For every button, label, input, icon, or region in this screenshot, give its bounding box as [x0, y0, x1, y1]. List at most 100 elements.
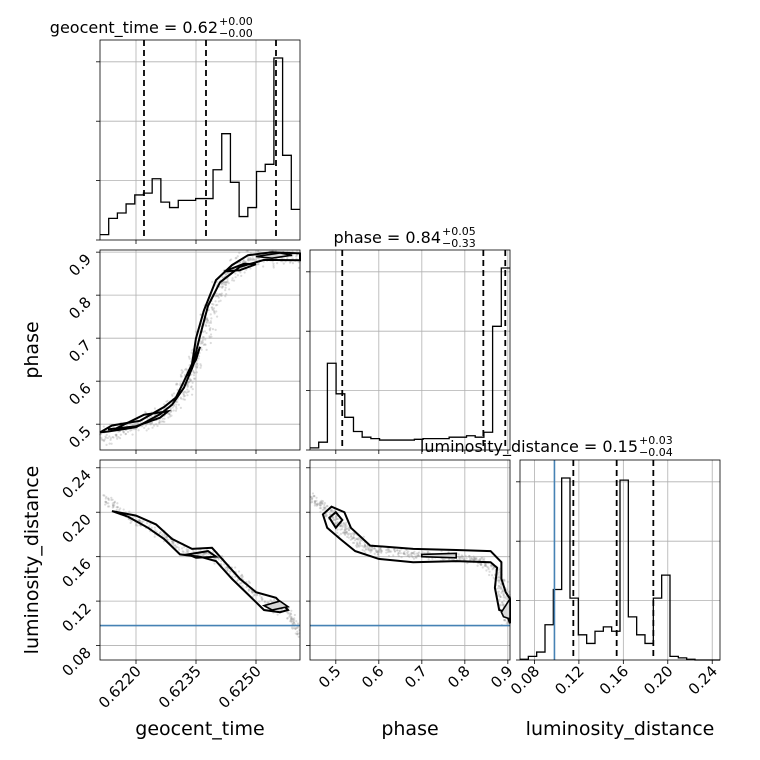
sample-point — [364, 548, 367, 551]
sample-point — [187, 548, 190, 552]
sample-point — [363, 544, 367, 548]
sample-point — [344, 528, 347, 531]
sample-point — [238, 582, 241, 585]
sample-point — [102, 425, 105, 428]
sample-point — [367, 548, 370, 551]
sample-point — [473, 558, 476, 561]
sample-point — [319, 501, 322, 504]
sample-point — [234, 566, 237, 569]
sample-point — [158, 420, 161, 423]
sample-point — [336, 521, 339, 525]
sample-point — [185, 548, 188, 551]
sample-point — [320, 500, 323, 503]
sample-point — [467, 554, 471, 558]
sample-point — [116, 506, 119, 509]
sample-point — [131, 433, 134, 436]
sample-point — [373, 547, 376, 550]
sample-point — [344, 533, 347, 537]
sample-point — [202, 343, 205, 346]
sample-point — [321, 500, 325, 503]
sample-point — [313, 501, 316, 504]
sample-point — [501, 588, 504, 592]
sample-point — [183, 391, 186, 394]
sample-point — [357, 536, 360, 539]
sample-point — [358, 541, 361, 545]
sample-point — [473, 557, 476, 561]
sample-point — [209, 326, 212, 330]
sample-point — [189, 379, 192, 382]
sample-point — [217, 558, 220, 561]
sample-point — [373, 552, 376, 555]
sample-point — [208, 329, 212, 332]
sample-point — [490, 574, 494, 577]
sample-point — [251, 257, 254, 260]
sample-point — [501, 603, 504, 606]
sample-point — [355, 537, 358, 541]
sample-point — [286, 612, 290, 615]
sample-point — [144, 424, 147, 427]
sample-point — [289, 612, 292, 615]
sample-point — [503, 578, 506, 582]
sample-point — [385, 548, 388, 552]
sample-point — [208, 321, 211, 324]
sample-point — [205, 321, 209, 324]
sample-point — [276, 613, 279, 616]
sample-point — [319, 504, 322, 507]
sample-point — [359, 544, 362, 547]
sample-point — [347, 529, 351, 532]
sample-point — [345, 531, 348, 534]
sample-point — [347, 528, 351, 532]
sample-point — [113, 500, 117, 503]
sample-point — [112, 505, 115, 508]
sample-point — [191, 381, 194, 384]
sample-point — [246, 258, 249, 261]
sample-point — [393, 548, 396, 551]
sample-point — [181, 550, 184, 553]
sample-point — [186, 388, 189, 391]
sample-point — [122, 430, 125, 433]
sample-point — [241, 584, 244, 588]
sample-point — [355, 544, 358, 547]
sample-point — [368, 549, 371, 552]
sample-point — [115, 434, 118, 437]
sample-point — [104, 435, 107, 438]
sample-point — [211, 280, 214, 284]
sample-point — [224, 280, 228, 284]
sample-point — [193, 371, 196, 374]
sample-point — [214, 304, 218, 307]
sample-point — [497, 576, 500, 579]
sample-point — [246, 250, 249, 253]
sample-point — [221, 286, 224, 289]
sample-point — [200, 342, 203, 345]
sample-point — [104, 503, 107, 506]
sample-point — [413, 552, 416, 556]
sample-point — [431, 557, 434, 560]
sample-point — [484, 562, 487, 565]
sample-point — [154, 529, 157, 532]
sample-point — [361, 544, 364, 548]
sample-point — [214, 328, 217, 331]
sample-point — [321, 502, 324, 505]
sample-point — [204, 324, 207, 327]
sample-point — [343, 531, 347, 534]
sample-point — [216, 294, 219, 297]
sample-point — [105, 443, 108, 446]
sample-point — [413, 550, 416, 553]
sample-point — [136, 422, 139, 425]
sample-point — [291, 618, 294, 621]
panel-geocent-time-hist-frame — [99, 39, 301, 241]
sample-point — [149, 422, 152, 425]
sample-point — [315, 499, 318, 502]
sample-point — [355, 545, 359, 549]
xtick-label-geocent_time: 0.6235 — [155, 662, 205, 712]
sample-point — [290, 617, 293, 620]
sample-point — [182, 395, 185, 398]
sample-point — [336, 528, 339, 531]
sample-point — [353, 532, 357, 536]
sample-point — [351, 537, 354, 540]
sample-point — [297, 635, 300, 638]
sample-point — [500, 591, 503, 595]
sample-point — [353, 536, 356, 540]
sample-point — [288, 620, 292, 623]
sample-point — [237, 578, 240, 581]
